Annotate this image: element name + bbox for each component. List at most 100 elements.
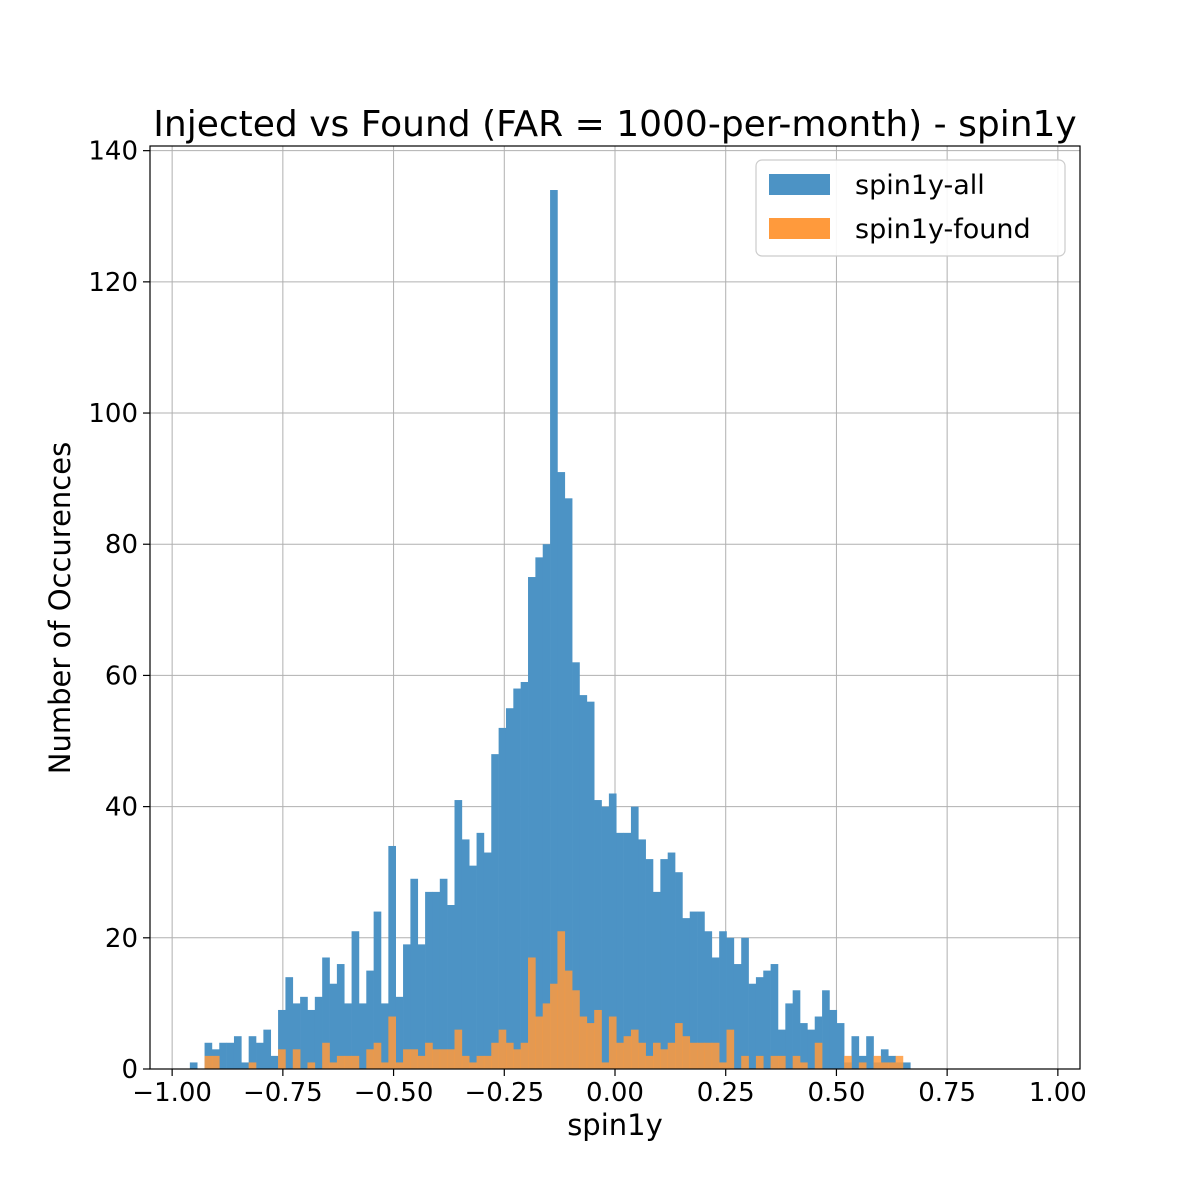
bar-found bbox=[278, 1049, 286, 1069]
bar-all bbox=[513, 688, 521, 1069]
bar-all bbox=[616, 832, 624, 1069]
bar-found bbox=[380, 1062, 389, 1069]
x-tick-label: 0.00 bbox=[586, 1078, 644, 1108]
bar-found bbox=[307, 1062, 316, 1069]
bar-all bbox=[322, 957, 330, 1069]
bar-all bbox=[520, 681, 529, 1069]
bar-all bbox=[902, 1062, 911, 1069]
bar-all bbox=[763, 970, 771, 1069]
bar-all bbox=[336, 964, 345, 1069]
bar-found bbox=[336, 1055, 345, 1069]
bar-found bbox=[344, 1055, 352, 1069]
bar-all bbox=[505, 708, 514, 1069]
bar-found bbox=[675, 1023, 683, 1069]
bar-all bbox=[300, 996, 308, 1069]
bar-all bbox=[542, 544, 551, 1069]
bar-all bbox=[292, 1003, 301, 1069]
bar-all bbox=[660, 859, 668, 1069]
bar-found bbox=[895, 1055, 904, 1069]
bar-found bbox=[211, 1055, 220, 1069]
bar-all bbox=[704, 931, 713, 1069]
bar-found bbox=[513, 1049, 521, 1069]
bar-found bbox=[410, 1049, 419, 1069]
bar-all bbox=[572, 662, 580, 1069]
bar-all bbox=[454, 800, 463, 1069]
bar-all bbox=[586, 701, 595, 1069]
bar-all bbox=[645, 859, 654, 1069]
bar-all bbox=[741, 937, 749, 1069]
y-tick-label: 60 bbox=[105, 661, 138, 691]
bar-all bbox=[836, 1023, 845, 1069]
bar-all bbox=[792, 990, 801, 1069]
bar-all bbox=[719, 931, 727, 1069]
bar-found bbox=[403, 1049, 411, 1069]
bar-found bbox=[616, 1042, 624, 1069]
chart-title: Injected vs Found (FAR = 1000-per-month)… bbox=[153, 104, 1076, 145]
bar-found bbox=[535, 1016, 544, 1069]
bar-all bbox=[380, 1003, 389, 1069]
bar-found bbox=[461, 1055, 470, 1069]
bar-all bbox=[373, 911, 382, 1069]
bar-all bbox=[278, 1009, 286, 1069]
bar-found bbox=[880, 1062, 889, 1069]
bar-all bbox=[675, 872, 683, 1069]
bar-all bbox=[528, 577, 536, 1069]
bar-all bbox=[439, 878, 448, 1069]
bar-found bbox=[564, 970, 573, 1069]
bar-found bbox=[292, 1049, 301, 1069]
bar-found bbox=[439, 1049, 448, 1069]
bar-all bbox=[366, 970, 374, 1069]
bar-found bbox=[667, 1042, 676, 1069]
bar-found bbox=[425, 1042, 433, 1069]
bar-all bbox=[608, 793, 617, 1069]
bar-all bbox=[256, 1042, 264, 1069]
legend: spin1y-all spin1y-found bbox=[755, 159, 1066, 257]
bar-found bbox=[476, 1055, 485, 1069]
bar-all bbox=[711, 957, 720, 1069]
bar-found bbox=[351, 1055, 360, 1069]
bar-all bbox=[851, 1036, 860, 1069]
bar-all bbox=[285, 977, 294, 1069]
bar-found bbox=[741, 1055, 749, 1069]
bar-all bbox=[726, 937, 735, 1069]
bar-all bbox=[498, 727, 507, 1069]
bar-all bbox=[219, 1042, 227, 1069]
bar-all bbox=[241, 1062, 249, 1069]
bar-all bbox=[461, 839, 470, 1069]
x-axis-label: spin1y bbox=[567, 1108, 663, 1142]
bar-all bbox=[233, 1036, 242, 1069]
bar-found bbox=[777, 1055, 786, 1069]
bar-found bbox=[528, 957, 536, 1069]
bar-found bbox=[432, 1049, 441, 1069]
bar-found bbox=[491, 1042, 499, 1069]
bar-all bbox=[351, 931, 360, 1069]
bar-found bbox=[660, 1049, 668, 1069]
bar-found bbox=[792, 1055, 801, 1069]
bar-found bbox=[417, 1055, 426, 1069]
legend-label-found: spin1y-found bbox=[855, 214, 1031, 245]
bar-all bbox=[557, 472, 566, 1069]
bar-found bbox=[572, 990, 580, 1069]
y-tick-label: 40 bbox=[105, 793, 138, 823]
bar-all bbox=[447, 905, 455, 1069]
bar-all bbox=[689, 911, 698, 1069]
x-tick-label: 0.25 bbox=[697, 1078, 755, 1108]
bar-found bbox=[594, 1009, 602, 1069]
bar-found bbox=[623, 1036, 632, 1069]
bar-all bbox=[623, 832, 632, 1069]
bar-found bbox=[770, 1055, 779, 1069]
bar-all bbox=[579, 695, 588, 1069]
x-tick-label: 0.75 bbox=[918, 1078, 976, 1108]
y-tick-label: 80 bbox=[105, 530, 138, 560]
legend-swatch-found bbox=[769, 218, 830, 239]
bar-all bbox=[307, 1009, 316, 1069]
x-tick-label: −1.00 bbox=[132, 1078, 212, 1108]
bar-found bbox=[550, 983, 558, 1069]
bar-found bbox=[645, 1055, 654, 1069]
bar-found bbox=[248, 1062, 257, 1069]
bar-found bbox=[454, 1029, 463, 1069]
bar-all bbox=[777, 1029, 786, 1069]
bar-all bbox=[733, 964, 742, 1069]
bar-found bbox=[682, 1036, 691, 1069]
